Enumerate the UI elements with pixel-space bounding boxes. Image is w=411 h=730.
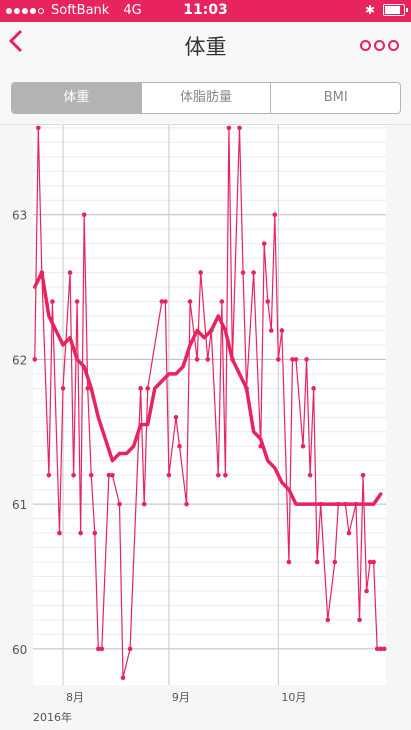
daily-weight-point xyxy=(261,241,267,246)
daily-weight-point xyxy=(60,386,66,391)
signal-strength-icon xyxy=(6,7,46,14)
daily-weight-point xyxy=(378,646,384,652)
year-label: 2016年 xyxy=(33,710,72,724)
daily-weight-point xyxy=(71,472,76,478)
daily-weight-point xyxy=(138,386,143,391)
daily-weight-point xyxy=(219,299,225,304)
daily-weight-point xyxy=(290,357,295,362)
daily-weight-point xyxy=(272,212,278,218)
daily-weight-point xyxy=(173,414,179,420)
daily-weight-point xyxy=(357,617,362,623)
daily-weight-point xyxy=(346,530,352,536)
bluetooth-icon: ✱ xyxy=(364,3,375,17)
daily-weight-point xyxy=(240,270,246,275)
daily-weight-point xyxy=(367,559,373,565)
daily-weight-point xyxy=(184,501,189,507)
daily-weight-point xyxy=(268,328,274,333)
status-bar: SoftBank 4G 11:03 ✱ xyxy=(0,0,411,22)
navigation-bar: 体重 xyxy=(0,22,411,72)
x-tick-label: 8月 xyxy=(66,691,84,704)
daily-weight-point xyxy=(110,472,115,478)
daily-weight-point xyxy=(187,299,193,304)
weight-chart: 63 62 61 60 8月 9月 10月 2016年 xyxy=(0,125,411,730)
y-tick-label: 62 xyxy=(12,353,27,367)
x-tick-label: 10月 xyxy=(281,691,306,704)
daily-weight-point xyxy=(251,270,256,275)
daily-weight-point xyxy=(92,530,98,536)
y-tick-label: 60 xyxy=(12,643,27,657)
daily-weight-point xyxy=(226,125,232,131)
daily-weight-point xyxy=(304,357,309,362)
y-tick-label: 61 xyxy=(12,498,27,512)
daily-weight-point xyxy=(381,646,387,652)
daily-weight-point xyxy=(159,299,165,304)
daily-weight-point xyxy=(307,472,313,478)
daily-weight-point xyxy=(223,472,228,478)
y-tick-label: 63 xyxy=(12,209,27,223)
daily-weight-point xyxy=(96,646,101,652)
daily-weight-point xyxy=(163,299,168,304)
tab-body-fat[interactable]: 体脂肪量 xyxy=(142,83,272,113)
daily-weight-point xyxy=(57,530,62,536)
segmented-control: 体重 体脂肪量 BMI xyxy=(11,82,401,114)
back-chevron-icon[interactable] xyxy=(8,29,24,59)
daily-weight-point xyxy=(35,125,41,131)
daily-weight-point xyxy=(85,386,91,391)
daily-weight-point xyxy=(279,328,285,333)
daily-weight-point xyxy=(74,299,80,304)
daily-weight-point xyxy=(311,386,316,391)
daily-weight-point xyxy=(88,472,94,478)
carrier-name: SoftBank xyxy=(51,3,110,18)
daily-weight-point xyxy=(371,559,376,565)
daily-weight-point xyxy=(141,501,147,507)
daily-weight-point xyxy=(194,357,200,362)
daily-weight-point xyxy=(237,125,242,131)
trend-weight-line xyxy=(33,270,383,506)
daily-weight-point xyxy=(300,443,306,449)
network-type: 4G xyxy=(123,3,142,18)
tab-bmi[interactable]: BMI xyxy=(323,90,348,105)
daily-weight-point xyxy=(198,270,203,275)
daily-weight-point xyxy=(67,270,73,275)
daily-weight-point xyxy=(120,675,126,681)
daily-weight-point xyxy=(276,357,281,362)
status-time: 11:03 xyxy=(183,2,228,18)
daily-weight-point xyxy=(314,559,320,565)
tab-weight[interactable]: 体重 xyxy=(12,83,142,113)
daily-weight-point xyxy=(117,501,122,507)
daily-weight-point xyxy=(205,357,211,362)
daily-weight-point xyxy=(216,472,221,478)
daily-weight-point xyxy=(360,472,366,478)
page-title: 体重 xyxy=(184,35,227,59)
daily-weight-point xyxy=(364,588,369,594)
daily-weight-point xyxy=(145,386,151,391)
more-icon[interactable] xyxy=(357,40,399,51)
daily-weight-point xyxy=(286,559,292,565)
daily-weight-point xyxy=(332,559,338,565)
daily-weight-point xyxy=(106,472,112,478)
daily-weight-point xyxy=(78,530,83,536)
daily-weight-point xyxy=(325,617,331,623)
daily-weight-point xyxy=(127,646,133,652)
daily-weight-point xyxy=(32,357,38,362)
battery-icon xyxy=(383,4,408,16)
status-right: ✱ xyxy=(364,3,408,17)
daily-weight-point xyxy=(177,443,182,449)
daily-weight-point xyxy=(99,646,105,652)
daily-weight-point xyxy=(46,472,52,478)
daily-weight-point xyxy=(81,212,87,218)
x-tick-label: 9月 xyxy=(172,691,190,704)
daily-weight-point xyxy=(293,357,299,362)
daily-weight-point xyxy=(265,299,271,304)
daily-weight-point xyxy=(50,299,55,304)
plot-area xyxy=(33,125,386,685)
daily-weight-point xyxy=(374,646,380,652)
status-left: SoftBank 4G xyxy=(6,3,142,18)
daily-weight-point xyxy=(166,472,172,478)
segment-container: 体重 体脂肪量 BMI xyxy=(0,72,411,125)
